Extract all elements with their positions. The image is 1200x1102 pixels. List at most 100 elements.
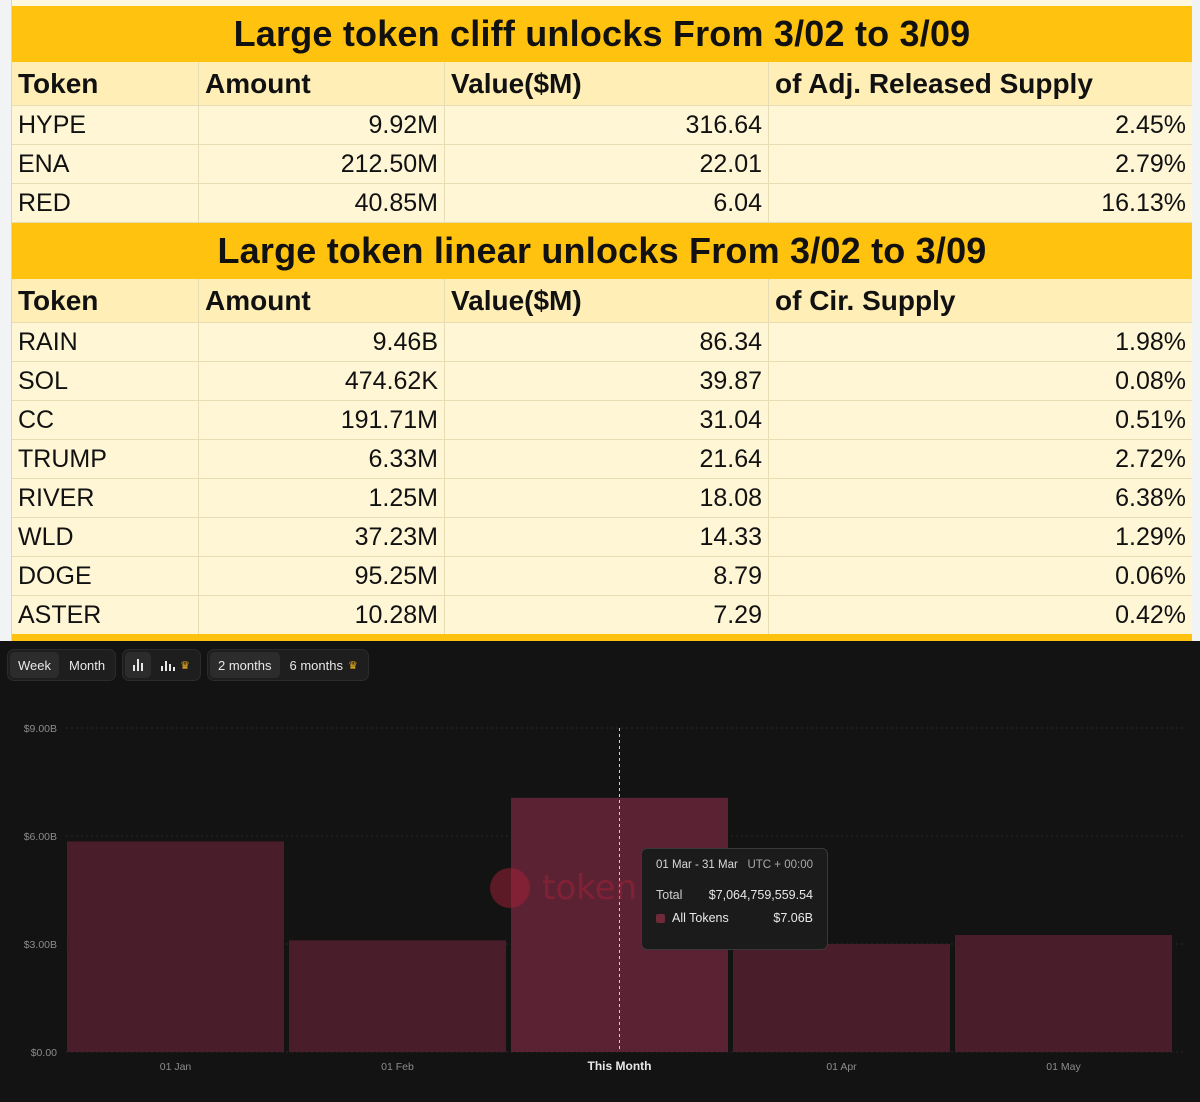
table-cell: 39.87 [445,362,769,400]
tooltip-timezone: UTC + 00:00 [747,859,813,871]
table-cell: 0.06% [769,557,1192,595]
table-row: RIVER 1.25M 18.08 6.38% [12,479,1192,518]
x-tick-label: 01 Jan [160,1061,192,1073]
series-swatch [656,914,665,924]
y-tick-label: $9.00B [24,723,57,735]
chart-toolbar: Week Month ♛ 2 months 6 months ♛ [7,649,369,681]
table-cell: 9.92M [199,106,445,144]
sheet-edge [1192,0,1200,641]
table-row: DOGE 95.25M 8.79 0.06% [12,557,1192,596]
range-6-months-button[interactable]: 6 months ♛ [282,652,366,678]
tooltip-total-value: $7,064,759,559.54 [708,888,813,902]
linear-header-cell: of Cir. Supply [775,284,956,316]
table-cell: 0.42% [769,596,1192,634]
stacked-chart-button[interactable]: ♛ [153,652,198,678]
unlock-spreadsheet: Large token cliff unlocks From 3/02 to 3… [0,0,1200,641]
table-row: RAIN 9.46B 86.34 1.98% [12,323,1192,362]
month-button[interactable]: Month [69,657,106,673]
unlock-chart-panel: Week Month ♛ 2 months 6 months ♛ $0.00 $3… [0,641,1200,1102]
cliff-header-cell: Value($M) [445,62,769,105]
table-cell: 474.62K [199,362,445,400]
bar-chart-button[interactable] [125,652,152,678]
tooltip-total-label: Total [656,888,683,902]
table-cell: 6.38% [769,479,1192,517]
table-cell: 18.08 [445,479,769,517]
y-tick-label: $6.00B [24,831,57,843]
table-cell: 316.64 [445,106,769,144]
table-cell: 21.64 [445,440,769,478]
table-row: HYPE 9.92M 316.64 2.45% [12,106,1192,145]
table-cell: ENA [12,145,199,183]
tooltip-series-label: All Tokens [672,911,729,925]
table-cell: 22.01 [445,145,769,183]
table-cell: 9.46B [199,323,445,361]
row-number-gutter [0,0,12,641]
watermark-text: token [542,868,638,908]
table-cell: 31.04 [445,401,769,439]
linear-table-title: Large token linear unlocks From 3/02 to … [12,223,1192,279]
table-row: TRUMP 6.33M 21.64 2.72% [12,440,1192,479]
table-cell: 1.25M [199,479,445,517]
cliff-unlocks-table: Token Amount Value($M) of Adj. Released Sup… [12,62,1192,223]
range-2-months-button[interactable]: 2 months [210,652,280,678]
table-cell: 0.08% [769,362,1192,400]
linear-unlocks-table: Token Amount Value($M) of Cir. Supply RAIN 9.… [12,279,1192,635]
chart-bar [67,841,284,1052]
linear-header-cell: Amount [199,279,445,322]
table-cell: WLD [12,518,199,556]
y-tick-label: $0.00 [31,1047,57,1059]
table-cell: 6.04 [445,184,769,222]
tooltip-series-value: $7.06B [773,911,813,925]
table-cell: 86.34 [445,323,769,361]
chart-type-toggle: ♛ [122,649,202,681]
table-row: CC 191.71M 31.04 0.51% [12,401,1192,440]
cliff-table-title: Large token cliff unlocks From 3/02 to 3… [12,6,1192,62]
table-cell: 191.71M [199,401,445,439]
table-cell: 14.33 [445,518,769,556]
linear-header-cell: Token [12,279,199,322]
chart-bar [289,940,506,1052]
x-tick-label: 01 Feb [381,1061,414,1073]
linear-header-row: Token Amount Value($M) of Cir. Supply [12,279,1192,323]
cliff-header-row: Token Amount Value($M) of Adj. Released Sup… [12,62,1192,106]
table-cell: TRUMP [12,440,199,478]
table-cell: RAIN [12,323,199,361]
table-cell: 8.79 [445,557,769,595]
table-cell: SOL [12,362,199,400]
table-cell: 10.28M [199,596,445,634]
table-cell: 212.50M [199,145,445,183]
table-cell: 2.72% [769,440,1192,478]
token-logo-icon [490,868,530,908]
stacked-chart-icon [161,659,176,671]
table-cell: 95.25M [199,557,445,595]
period-toggle: Week Month [7,649,117,681]
table-row: RED 40.85M 6.04 16.13% [12,184,1192,223]
table-cell: 40.85M [199,184,445,222]
table-cell: 1.29% [769,518,1192,556]
x-tick-label: This Month [588,1059,652,1073]
chart-tooltip: 01 Mar - 31 Mar UTC + 00:00 Total $7,064… [641,848,828,950]
table-row: ASTER 10.28M 7.29 0.42% [12,596,1192,635]
range-6-months-label: 6 months [289,657,343,673]
table-cell: RIVER [12,479,199,517]
table-cell: 16.13% [769,184,1192,222]
table-cell: 6.33M [199,440,445,478]
bar-chart-icon [133,659,144,671]
table-cell: 2.79% [769,145,1192,183]
table-cell: 1.98% [769,323,1192,361]
y-tick-label: $3.00B [24,939,57,951]
table-cell: RED [12,184,199,222]
x-tick-label: 01 Apr [826,1061,857,1073]
week-button[interactable]: Week [10,652,59,678]
watermark: token [490,868,637,908]
x-tick-label: 01 May [1046,1061,1081,1073]
range-toggle: 2 months 6 months ♛ [207,649,369,681]
table-cell: 7.29 [445,596,769,634]
table-cell: HYPE [12,106,199,144]
cliff-header-cell: of Adj. Released Supply [775,67,1093,99]
table-row: SOL 474.62K 39.87 0.08% [12,362,1192,401]
bar-chart-svg: $0.00 $3.00B $6.00B $9.00B 01 Jan 01 Feb This … [24,723,1186,1073]
cliff-header-cell: Token [12,62,199,105]
table-cell: DOGE [12,557,199,595]
unlock-bar-chart: $0.00 $3.00B $6.00B $9.00B 01 Jan 01 Feb This … [0,691,1200,1102]
